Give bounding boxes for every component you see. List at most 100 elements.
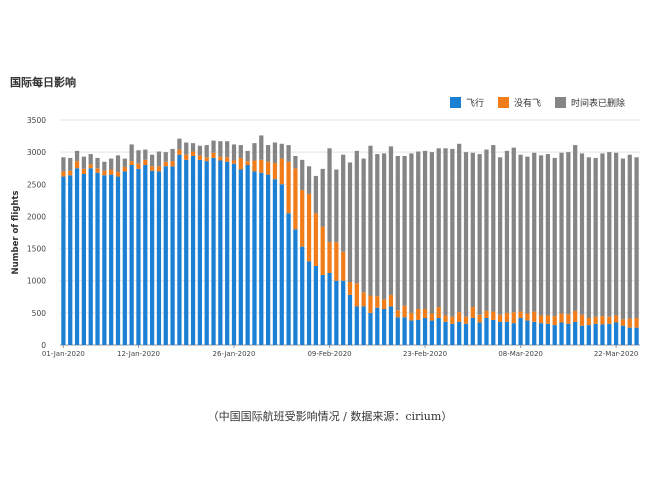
bar-not-flown [95,168,100,173]
bar-not-flown [511,312,516,324]
x-tick-label: 09-Feb-2020 [307,350,351,358]
bar-flown [593,323,598,345]
legend-swatch-flown [450,97,461,108]
bar-flown [627,327,632,345]
x-tick-label: 26-Jan-2020 [213,350,256,358]
bar-not-flown [634,318,639,328]
bar-flown [518,318,523,345]
bar-flown [498,321,503,345]
bar-removed [395,156,400,311]
bar-not-flown [211,152,216,158]
bar-flown [204,161,209,345]
bar-flown [429,320,434,345]
bar-removed [525,156,530,314]
legend-label-flown: 飞行 [466,99,485,109]
y-tick-label: 0 [41,341,46,350]
bar-removed [600,153,605,317]
legend-item-not-flown: 没有飞 [498,96,541,109]
chart-title: 国际每日影响 [10,76,76,89]
bar-removed [518,154,523,312]
bar-flown [511,323,516,345]
bar-not-flown [88,164,93,169]
bar-flown [409,320,414,345]
bar-flown [491,319,496,345]
bar-removed [156,151,162,167]
bar-not-flown [498,314,503,322]
bar-not-flown [573,310,578,322]
bar-not-flown [143,159,148,165]
x-tick-label: 22-Mar-2020 [594,350,639,358]
bar-removed [279,143,284,159]
bar-removed [293,156,298,169]
bar-removed [197,145,202,156]
bar-removed [470,152,475,308]
bar-removed [320,168,325,227]
legend-item-flown: 飞行 [450,96,484,109]
bar-flown [184,159,189,345]
bar-not-flown [347,282,353,295]
bar-flown [81,174,86,345]
bar-not-flown [470,307,475,318]
bar-not-flown [306,193,312,262]
bar-not-flown [259,159,264,173]
bar-not-flown [361,292,366,307]
bar-removed [266,145,271,162]
bar-not-flown [416,309,421,320]
bar-not-flown [190,151,196,156]
bar-not-flown [620,319,626,326]
bar-not-flown [74,161,80,169]
bar-removed [545,154,550,316]
bar-flown [532,321,537,345]
bar-flown [306,261,312,345]
bar-flown [163,166,168,345]
bar-removed [579,153,585,315]
bar-removed [122,158,127,167]
bar-removed [225,141,230,158]
bar-removed [190,143,196,152]
bar-not-flown [600,316,605,325]
bar-not-flown [266,161,271,175]
y-tick-label: 500 [32,309,47,318]
bar-removed [204,145,209,158]
bar-not-flown [122,166,127,172]
bar-not-flown [566,314,571,324]
bar-flown [245,165,250,345]
bar-not-flown [129,161,134,165]
y-tick-label: 1000 [27,277,46,286]
bar-flown [477,322,482,345]
bar-not-flown [388,294,394,307]
bar-flown [313,265,318,345]
bar-not-flown [552,316,557,326]
bar-flown [525,320,530,345]
bar-not-flown [409,312,414,321]
bar-removed [81,156,86,169]
bar-not-flown [504,312,510,322]
bar-removed [218,141,223,157]
bar-not-flown [109,169,114,175]
bar-removed [368,145,373,296]
bar-not-flown [61,171,66,177]
bar-flown [395,317,400,345]
bar-not-flown [320,226,325,275]
bar-removed [95,157,100,169]
bar-flown [382,309,387,345]
bar-flown [150,170,155,345]
bar-removed [375,154,380,297]
bar-removed [313,175,318,214]
bar-flown [573,321,578,345]
bar-not-flown [150,166,155,171]
bar-not-flown [484,310,489,318]
bar-not-flown [102,170,107,176]
bar-removed [477,154,482,315]
bar-flown [170,166,175,345]
bar-removed [211,140,216,153]
bar-flown [457,321,462,345]
y-tick-label: 3500 [27,116,46,125]
bar-not-flown [218,156,223,161]
bar-removed [416,151,421,309]
bar-not-flown [518,311,523,318]
x-tick-label: 08-Mar-2020 [498,350,543,358]
bar-removed [327,148,332,243]
bar-not-flown [354,283,359,307]
bar-not-flown [313,213,318,266]
